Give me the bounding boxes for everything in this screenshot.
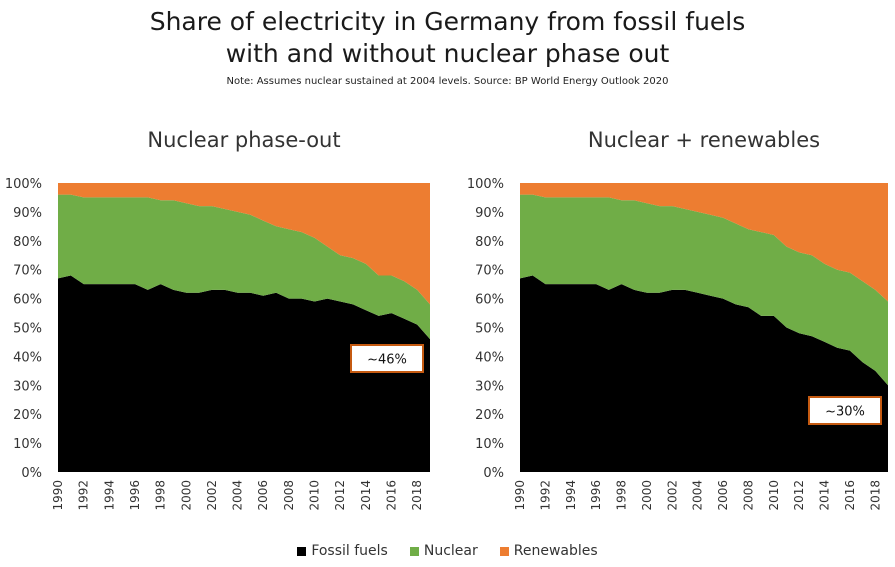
- right-xtick-label: 2014: [818, 480, 832, 511]
- legend-label-nuclear: Nuclear: [423, 543, 478, 559]
- left-xtick-label: 1992: [77, 480, 91, 511]
- right-callout-label: ~30%: [825, 405, 865, 420]
- right-xtick-label: 1990: [513, 480, 527, 511]
- left-ytick-label: 10%: [13, 437, 42, 452]
- left-ytick-label: 90%: [13, 206, 42, 221]
- right-area-renewables: [520, 183, 888, 302]
- left-xtick-label: 1996: [128, 480, 142, 511]
- right-ytick-label: 70%: [475, 264, 504, 279]
- right-xtick-label: 2018: [868, 480, 882, 511]
- right-xtick-label: 2016: [843, 480, 857, 511]
- right-ytick-label: 90%: [475, 206, 504, 221]
- right-area-nuclear: [520, 194, 888, 386]
- right-xtick-label: 2002: [665, 480, 679, 511]
- left-ytick-label: 80%: [13, 235, 42, 250]
- right-xtick-label: 2004: [691, 480, 705, 511]
- right-xtick-label: 2010: [767, 480, 781, 511]
- legend-item-nuclear: Nuclear: [409, 543, 478, 559]
- right-ytick-label: 60%: [475, 293, 504, 308]
- right-chart: 0% 10% 20% 30% 40% 50% 60% 70% 80% 90% 100% 1990 199…: [467, 177, 888, 511]
- left-xtick-label: 2014: [359, 480, 373, 511]
- left-xtick-label: 2018: [410, 480, 424, 511]
- left-xtick-label: 2004: [231, 480, 245, 511]
- left-xtick-label: 2008: [282, 480, 296, 511]
- right-ytick-label: 40%: [475, 350, 504, 365]
- right-xtick-label: 2012: [792, 480, 806, 511]
- legend: Fossil fuels Nuclear Renewables: [0, 543, 895, 559]
- right-ytick-label: 30%: [475, 379, 504, 394]
- legend-swatch-nuclear: [409, 546, 419, 556]
- left-ytick-label: 70%: [13, 264, 42, 279]
- right-ytick-label: 20%: [475, 408, 504, 423]
- right-chart-title: Nuclear + renewables: [587, 128, 821, 152]
- legend-item-renewables: Renewables: [499, 543, 598, 559]
- right-area-fossil: [520, 275, 888, 472]
- left-xtick-label: 2000: [179, 480, 193, 511]
- left-callout-box: [350, 344, 424, 373]
- left-ytick-label: 20%: [13, 408, 42, 423]
- right-xtick-label: 2006: [716, 480, 730, 511]
- right-ytick-label: 100%: [467, 177, 504, 192]
- left-ytick-label: 40%: [13, 350, 42, 365]
- left-callout-label: ~46%: [367, 353, 407, 368]
- main-title: Share of electricity in Germany from fos…: [0, 6, 895, 70]
- left-area-renewables: [58, 183, 430, 305]
- left-xtick-label: 2002: [205, 480, 219, 511]
- right-ytick-label: 80%: [475, 235, 504, 250]
- left-xtick-label: 1994: [102, 480, 116, 511]
- left-ytick-label: 0%: [21, 466, 42, 481]
- main-title-line1: Share of electricity in Germany from fos…: [149, 7, 746, 36]
- right-ytick-label: 0%: [483, 466, 504, 481]
- left-ytick-label: 100%: [5, 177, 42, 192]
- source-note: Note: Assumes nuclear sustained at 2004 …: [226, 76, 669, 87]
- right-ytick-label: 50%: [475, 322, 504, 337]
- left-xtick-label: 2010: [308, 480, 322, 511]
- legend-swatch-fossil: [297, 546, 307, 556]
- legend-item-fossil: Fossil fuels: [297, 543, 388, 559]
- left-ytick-label: 30%: [13, 379, 42, 394]
- legend-label-renewables: Renewables: [513, 543, 598, 559]
- left-ytick-label: 60%: [13, 293, 42, 308]
- left-xtick-label: 1998: [154, 480, 168, 511]
- left-xtick-label: 2012: [333, 480, 347, 511]
- left-xtick-label: 1990: [51, 480, 65, 511]
- main-title-line2: with and without nuclear phase out: [225, 39, 670, 68]
- legend-label-fossil: Fossil fuels: [311, 543, 388, 559]
- left-ytick-label: 50%: [13, 322, 42, 337]
- left-xtick-label: 2016: [385, 480, 399, 511]
- right-xtick-label: 2008: [741, 480, 755, 511]
- left-chart-title: Nuclear phase-out: [147, 128, 341, 152]
- right-xtick-label: 1994: [564, 480, 578, 511]
- right-xtick-label: 1992: [538, 480, 552, 511]
- right-callout-box: [808, 396, 882, 425]
- left-area-fossil: [58, 275, 430, 472]
- right-xtick-label: 1996: [589, 480, 603, 511]
- right-xtick-label: 2000: [640, 480, 654, 511]
- left-area-nuclear: [58, 194, 430, 340]
- left-chart: 0% 10% 20% 30% 40% 50% 60% 70% 80% 90% 100% 1990 199…: [5, 177, 430, 511]
- right-ytick-label: 10%: [475, 437, 504, 452]
- legend-swatch-renewables: [499, 546, 509, 556]
- right-xtick-label: 1998: [615, 480, 629, 511]
- left-xtick-label: 2006: [256, 480, 270, 511]
